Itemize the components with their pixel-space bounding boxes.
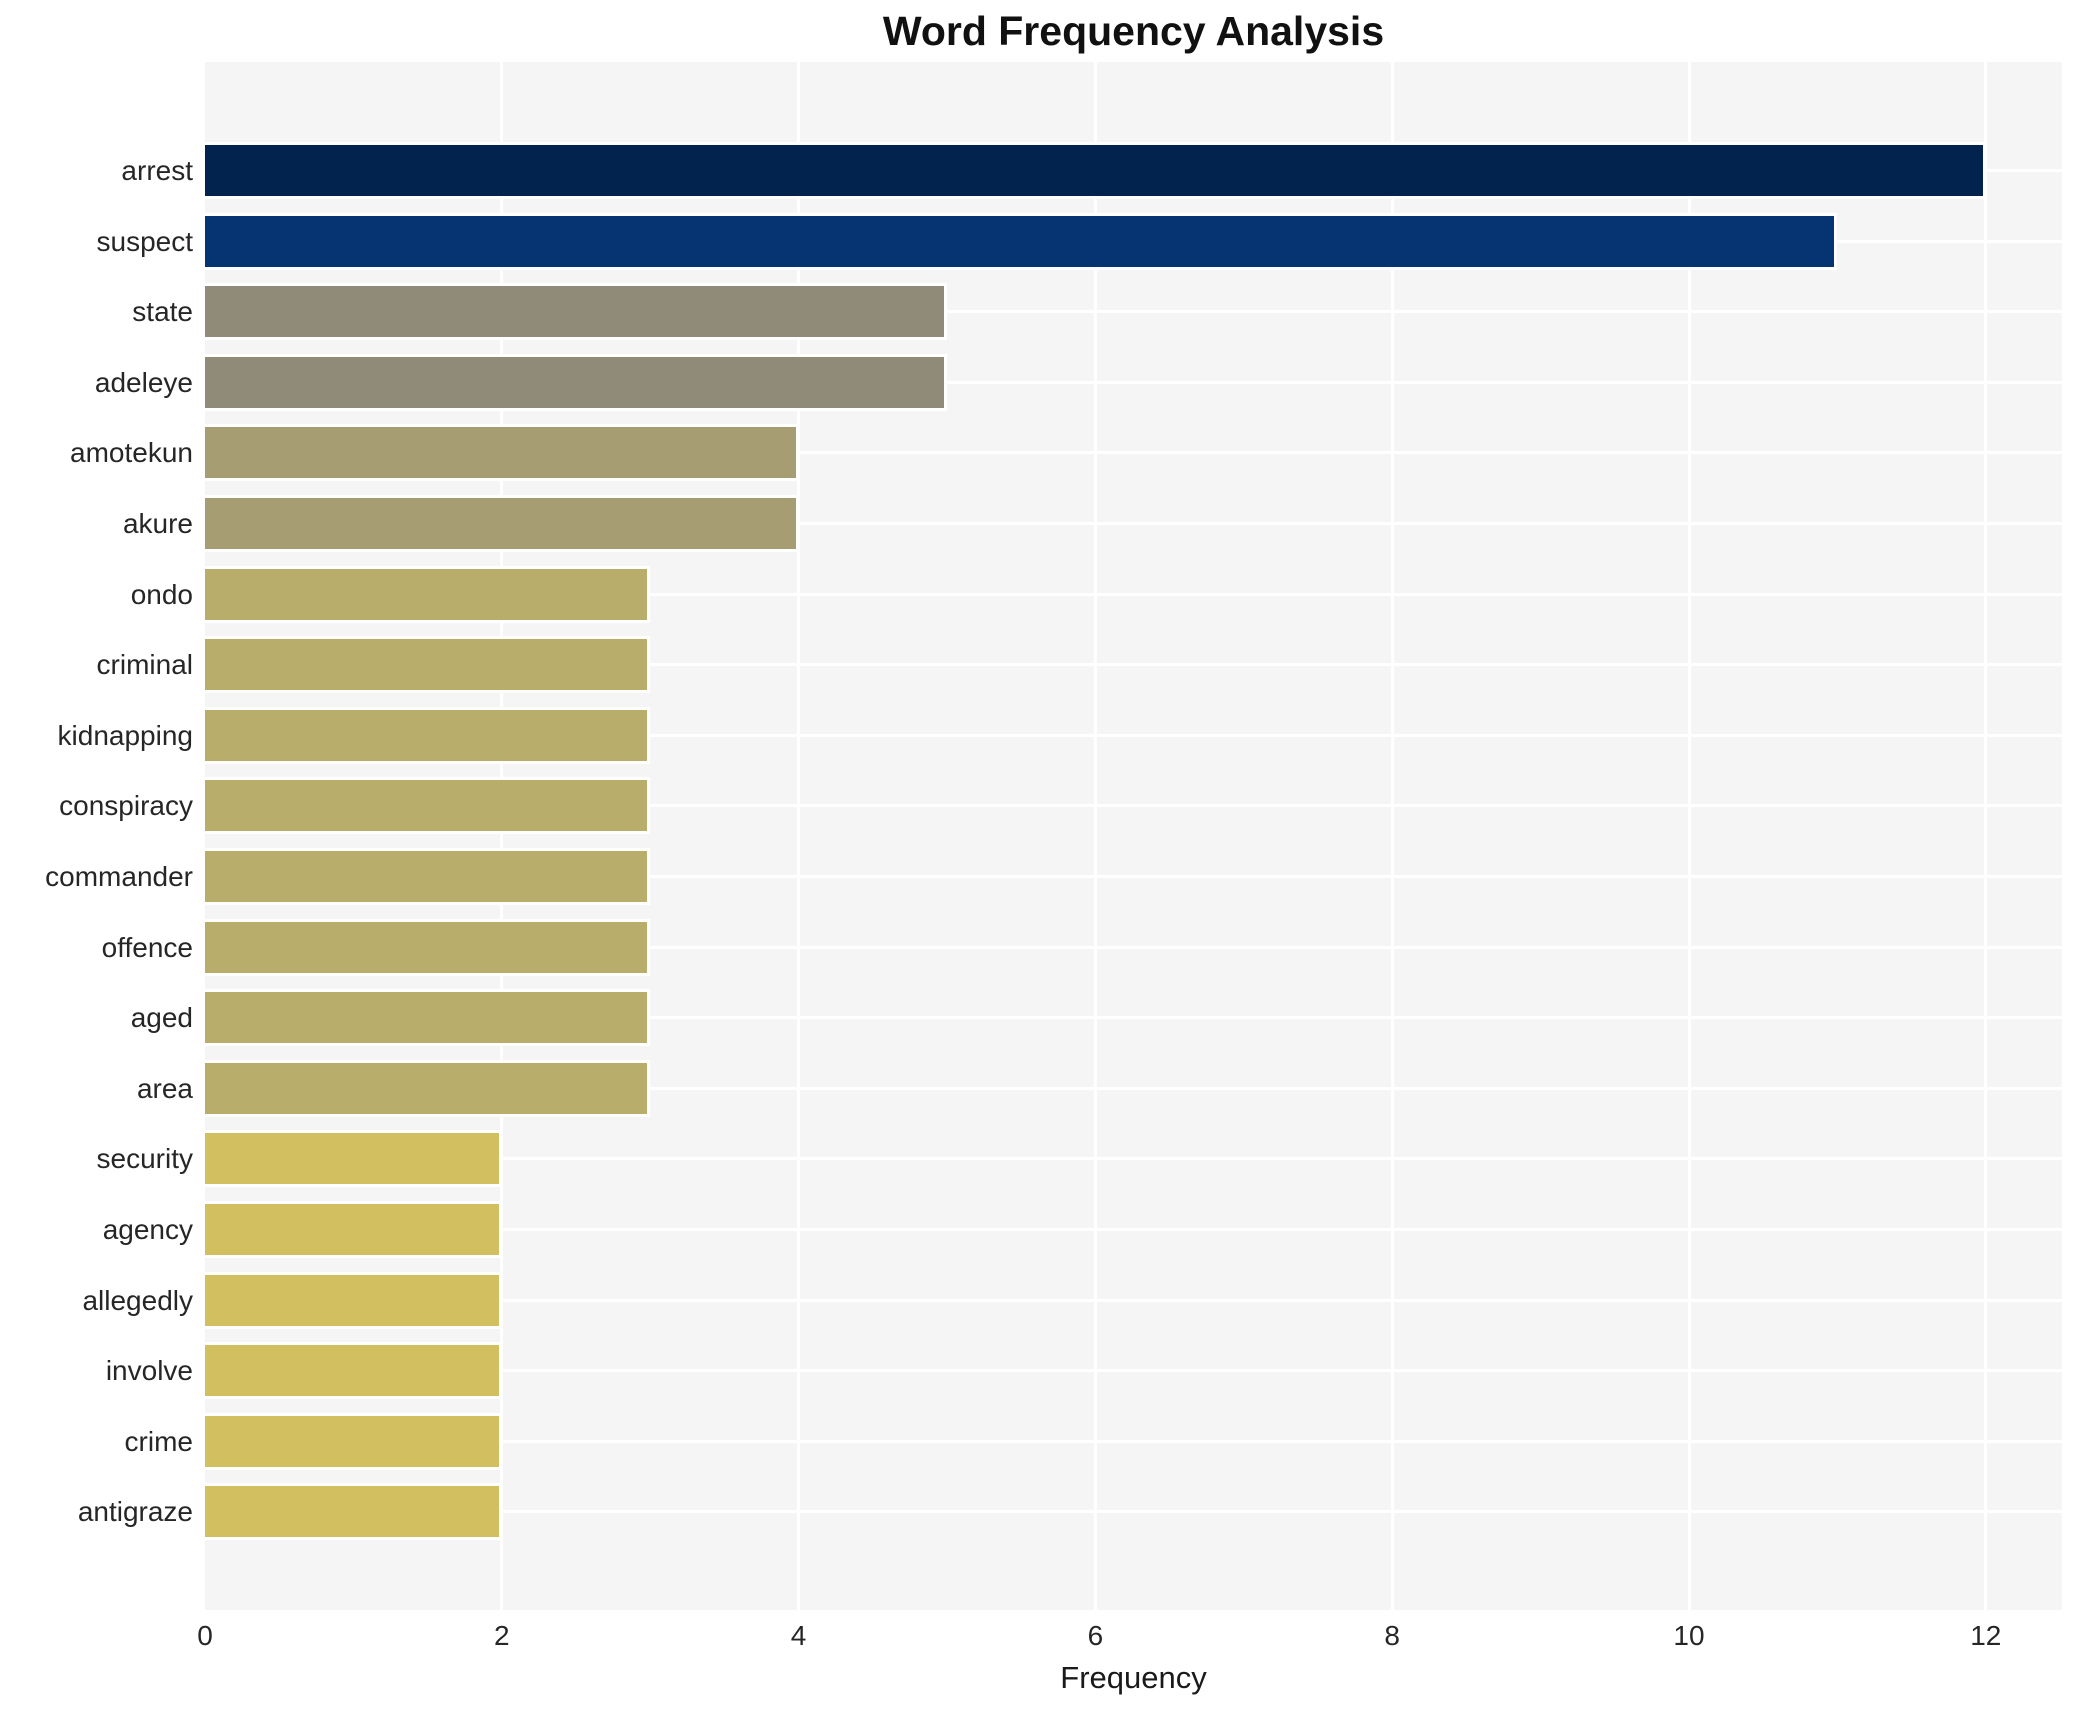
horizontal-gridline-kidnapping (205, 733, 2062, 737)
horizontal-gridline-ondo (205, 592, 2062, 596)
bar-suspect (205, 212, 1838, 270)
vertical-gridline-6 (1093, 62, 1097, 1610)
horizontal-gridline-amotekun (205, 451, 2062, 455)
y-label-state: state (132, 296, 193, 328)
chart-title: Word Frequency Analysis (882, 8, 1385, 54)
bar-agency (205, 1201, 502, 1258)
horizontal-gridline-adeleye (205, 380, 2062, 384)
bar-akure (205, 495, 799, 552)
horizontal-gridline-area (205, 1086, 2062, 1090)
bar-aged (205, 989, 651, 1047)
bar-allegedly (205, 1271, 502, 1329)
bar-conspiracy (205, 777, 651, 835)
bar-commander (205, 848, 651, 905)
horizontal-gridline-aged (205, 1016, 2062, 1020)
vertical-gridline-2 (500, 62, 504, 1610)
x-tick-6: 6 (1087, 1620, 1104, 1651)
bar-arrest (205, 142, 1986, 199)
vertical-gridline-12 (1984, 62, 1988, 1610)
vertical-gridline-4 (797, 62, 801, 1610)
bar-amotekun (205, 424, 799, 482)
y-label-kidnapping: kidnapping (57, 719, 193, 751)
y-label-commander: commander (45, 861, 193, 892)
bar-ondo (205, 565, 651, 623)
vertical-gridline-8 (1390, 62, 1394, 1610)
horizontal-gridline-antigraze (205, 1510, 2062, 1514)
y-label-conspiracy: conspiracy (59, 790, 193, 822)
y-label-involve: involve (105, 1355, 193, 1387)
y-label-antigraze: antigraze (77, 1496, 193, 1528)
bar-involve (205, 1342, 502, 1400)
horizontal-gridline-akure (205, 522, 2062, 525)
horizontal-gridline-state (205, 310, 2062, 314)
y-label-agency: agency (102, 1214, 193, 1245)
vertical-gridline-10 (1687, 62, 1691, 1610)
y-label-amotekun: amotekun (70, 437, 193, 469)
y-label-security: security (96, 1143, 193, 1175)
horizontal-gridline-allegedly (205, 1298, 2062, 1302)
y-label-crime: crime (124, 1425, 193, 1457)
y-label-aged: aged (130, 1002, 193, 1034)
x-tick-4: 4 (790, 1620, 807, 1651)
x-tick-12: 12 (1970, 1620, 2002, 1651)
bar-offence (205, 918, 651, 976)
bar-state (205, 283, 947, 341)
y-label-arrest: arrest (121, 155, 193, 186)
x-tick-8: 8 (1384, 1620, 1400, 1651)
y-label-adeleye: adeleye (94, 366, 193, 398)
y-label-area: area (136, 1072, 193, 1104)
horizontal-gridline-crime (205, 1439, 2062, 1443)
y-label-offence: offence (101, 931, 193, 963)
bar-area (205, 1059, 651, 1117)
plot-area (205, 62, 2062, 1610)
bar-adeleye (205, 353, 947, 411)
bar-kidnapping (205, 706, 651, 764)
horizontal-gridline-commander (205, 875, 2062, 878)
x-axis-label: Frequency (1060, 1660, 1207, 1695)
horizontal-gridline-conspiracy (205, 804, 2062, 808)
y-label-allegedly: allegedly (82, 1284, 193, 1316)
y-label-criminal: criminal (96, 649, 193, 681)
y-label-akure: akure (122, 508, 193, 539)
y-label-ondo: ondo (130, 578, 193, 610)
horizontal-gridline-offence (205, 945, 2062, 949)
bar-security (205, 1130, 502, 1188)
y-label-suspect: suspect (96, 225, 194, 257)
bar-antigraze (205, 1483, 502, 1541)
horizontal-gridline-agency (205, 1228, 2062, 1231)
bar-crime (205, 1412, 502, 1470)
x-tick-2: 2 (494, 1620, 510, 1651)
horizontal-gridline-criminal (205, 663, 2062, 667)
horizontal-gridline-involve (205, 1369, 2062, 1373)
x-tick-0: 0 (197, 1620, 213, 1651)
horizontal-gridline-security (205, 1157, 2062, 1161)
bar-criminal (205, 636, 651, 694)
x-tick-10: 10 (1673, 1620, 1705, 1651)
